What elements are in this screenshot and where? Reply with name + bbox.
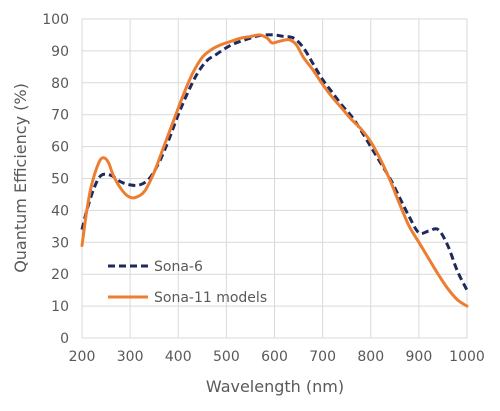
- y-tick-label: 20: [51, 267, 69, 283]
- legend-label-sona-6: Sona-6: [154, 259, 203, 275]
- y-tick-label: 60: [51, 140, 69, 156]
- x-tick-label: 600: [261, 349, 288, 365]
- x-tick-label: 800: [357, 349, 384, 365]
- y-tick-label: 30: [51, 235, 69, 251]
- x-tick-label: 900: [406, 349, 433, 365]
- series-line-sona-11-models: [80, 33, 469, 308]
- y-tick-label: 70: [51, 108, 69, 124]
- series-lines: [80, 33, 469, 308]
- x-tick-label: 500: [213, 349, 240, 365]
- y-tick-label: 10: [51, 299, 69, 315]
- y-tick-label: 80: [51, 76, 69, 92]
- y-tick-label: 40: [51, 203, 69, 219]
- y-tick-label: 100: [42, 12, 69, 28]
- legend: Sona-6 Sona-11 models: [108, 259, 267, 306]
- x-tick-label: 400: [165, 349, 192, 365]
- y-tick-label: 90: [51, 44, 69, 60]
- x-tick-label: 700: [309, 349, 336, 365]
- x-tick-label: 200: [69, 349, 96, 365]
- y-tick-label: 50: [51, 172, 69, 188]
- x-axis-label: Wavelength (nm): [206, 377, 344, 396]
- x-tick-label: 300: [117, 349, 144, 365]
- x-tick-label: 1000: [449, 349, 485, 365]
- y-tick-label: 0: [60, 331, 69, 347]
- legend-label-sona-11-models: Sona-11 models: [154, 290, 267, 306]
- series-line-sona-6: [80, 33, 469, 291]
- y-axis-label: Quantum Efficiency (%): [11, 83, 30, 273]
- y-tick-labels: 0 10 20 30 40 50 60 70 80 90 100: [42, 12, 69, 347]
- grid-lines: [81, 18, 468, 339]
- x-tick-labels: 200 300 400 500 600 700 800 900 1000: [69, 349, 485, 365]
